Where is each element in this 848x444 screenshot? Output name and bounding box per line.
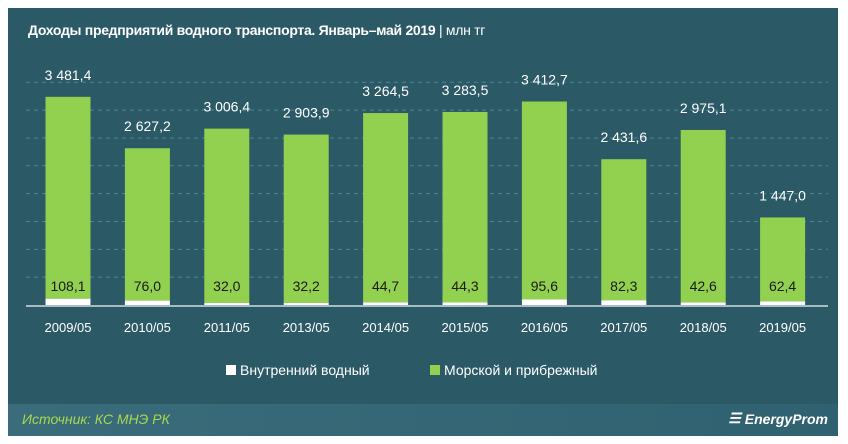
bar-sea <box>45 96 91 299</box>
bar-sea <box>601 159 647 301</box>
x-tick-label: 2011/05 <box>204 320 250 335</box>
bar-inner <box>45 298 91 305</box>
data-label-sea: 2 903,9 <box>283 105 330 121</box>
bar-inner <box>680 302 726 305</box>
legend-label-sea: Морской и прибрежный <box>444 362 598 378</box>
data-label-inner: 95,6 <box>531 278 558 294</box>
data-label-inner: 62,4 <box>769 278 796 294</box>
bar-inner <box>521 299 567 305</box>
legend-swatch-inner <box>226 365 236 375</box>
chart-title: Доходы предприятий водного транспорта. Я… <box>28 22 485 38</box>
bar-inner <box>363 302 409 305</box>
data-label-sea: 1 447,0 <box>759 187 806 203</box>
legend-item-sea: Морской и прибрежный <box>430 362 597 378</box>
bar-sea <box>442 111 488 303</box>
data-label-sea: 2 431,6 <box>600 129 647 145</box>
bar-sea <box>124 148 170 301</box>
data-label-sea: 3 283,5 <box>442 82 489 98</box>
bar-inner <box>204 303 250 305</box>
bar-sea <box>521 101 567 300</box>
data-label-sea: 2 975,1 <box>680 100 727 116</box>
data-label-sea: 2 627,2 <box>124 118 171 134</box>
logo-icon: ☰ <box>728 410 741 426</box>
data-label-sea: 3 412,7 <box>521 72 568 88</box>
brand-logo: ☰ EnergyProm <box>728 410 828 427</box>
data-label-inner: 44,3 <box>451 278 478 294</box>
data-label-inner: 42,6 <box>690 278 717 294</box>
data-label-inner: 82,3 <box>610 278 637 294</box>
x-tick-label: 2019/05 <box>759 320 806 335</box>
x-tick-label: 2009/05 <box>45 320 92 335</box>
x-tick-label: 2016/05 <box>521 320 568 335</box>
bar-sea <box>363 113 409 303</box>
bar-inner <box>760 301 806 305</box>
footer-bar <box>8 404 838 436</box>
data-label-sea: 3 006,4 <box>203 99 250 115</box>
bar-sea <box>760 217 806 302</box>
x-tick-label: 2014/05 <box>362 320 409 335</box>
bar-inner <box>601 300 647 305</box>
bar-sea <box>680 129 726 303</box>
data-label-inner: 32,0 <box>213 278 240 294</box>
title-unit: | млн тг <box>438 22 486 38</box>
data-label-sea: 3 264,5 <box>362 83 409 99</box>
brand-name: EnergyProm <box>744 410 828 427</box>
x-tick-label: 2015/05 <box>442 320 489 335</box>
source-note: Источник: КС МНЭ РК <box>22 411 170 427</box>
legend-item-inner: Внутренний водный <box>226 362 370 378</box>
title-text: Доходы предприятий водного транспорта. Я… <box>28 22 436 38</box>
data-label-inner: 44,7 <box>372 278 399 294</box>
bar-sea <box>283 134 329 303</box>
bar-inner <box>283 303 329 305</box>
x-tick-label: 2013/05 <box>283 320 330 335</box>
bar-inner <box>442 302 488 305</box>
data-label-inner: 108,1 <box>50 278 85 294</box>
x-tick-label: 2018/05 <box>680 320 727 335</box>
x-tick-label: 2017/05 <box>600 320 647 335</box>
legend-swatch-sea <box>430 365 440 375</box>
data-label-inner: 32,2 <box>293 278 320 294</box>
bar-sea <box>204 128 250 303</box>
data-label-inner: 76,0 <box>134 278 161 294</box>
data-label-sea: 3 481,4 <box>45 67 92 83</box>
bar-inner <box>124 300 170 305</box>
legend-label-inner: Внутренний водный <box>240 362 370 378</box>
x-tick-label: 2010/05 <box>124 320 171 335</box>
